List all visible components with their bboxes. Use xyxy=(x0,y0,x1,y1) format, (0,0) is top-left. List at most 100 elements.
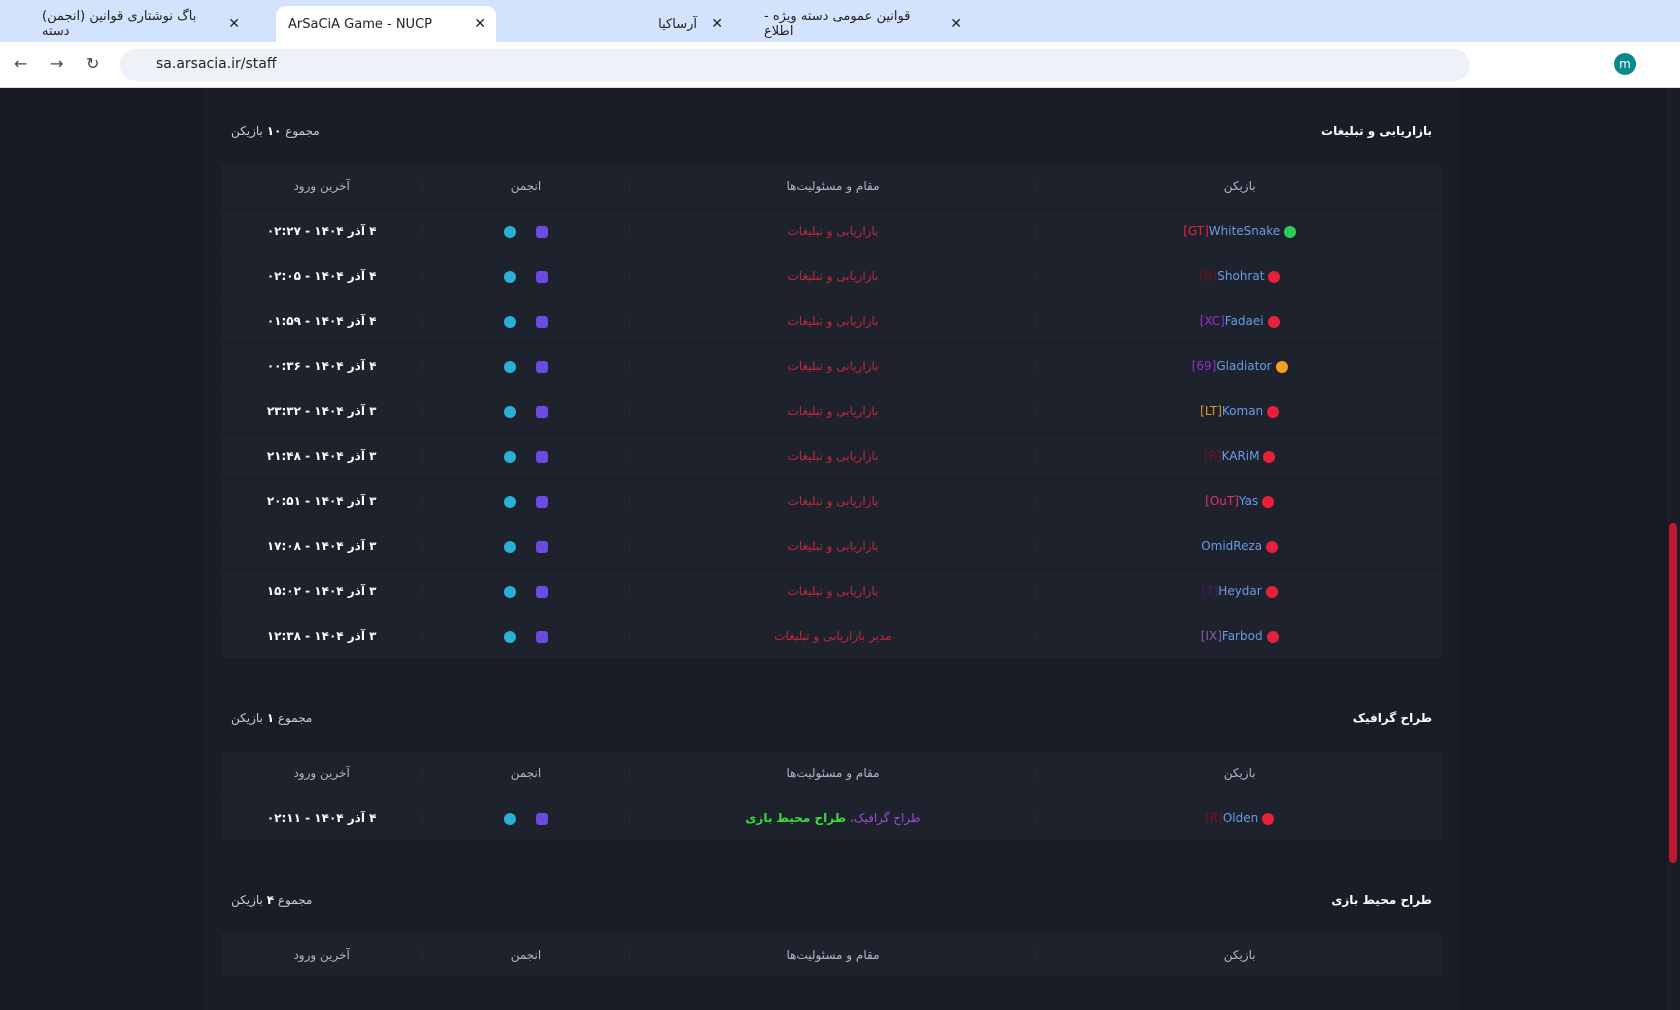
section-header: طراح محیط بازی مجموع ۴ بازیکن xyxy=(203,871,1460,929)
forum-profile-icon[interactable] xyxy=(535,270,548,283)
forum-message-icon[interactable] xyxy=(503,585,516,598)
player-name[interactable]: [T]Heydar xyxy=(1202,584,1262,598)
clan-tag: [IX] xyxy=(1200,629,1222,643)
forum-profile-icon[interactable] xyxy=(535,812,548,825)
tab[interactable]: ArSaCiA Game - NUCP ✕ xyxy=(276,6,496,42)
forum-message-icon[interactable] xyxy=(503,540,516,553)
player-name[interactable]: [R]Olden xyxy=(1205,811,1258,825)
player-cell: [T]Heydar xyxy=(1036,584,1442,598)
player-name[interactable]: [R]KARiM xyxy=(1204,449,1260,463)
tab-close[interactable]: ✕ xyxy=(950,16,962,32)
tab[interactable]: (انجمن) باگ نوشتاری قوانین دسته ✕ xyxy=(30,6,250,42)
forum-profile-icon[interactable] xyxy=(535,540,548,553)
tab-close[interactable]: ✕ xyxy=(228,16,240,32)
tab-strip: (انجمن) باگ نوشتاری قوانین دسته ✕ ArSaCiA … xyxy=(0,0,1680,42)
count-label: مجموع xyxy=(277,711,313,725)
forum-cell xyxy=(422,224,628,238)
tab-title: آرساکیا xyxy=(658,16,697,32)
player-nick: Yas xyxy=(1238,494,1259,508)
forum-profile-icon[interactable] xyxy=(535,360,548,373)
roles-cell: بازاریابی و تبلیغات xyxy=(628,404,1037,418)
tab-close[interactable]: ✕ xyxy=(474,16,486,32)
tab-title: قوانین عمومی دسته ویژه - اطلاع xyxy=(764,9,911,39)
section-header: طراح گرافیک مجموع ۱ بازیکن xyxy=(203,689,1460,747)
header-cell: بازیکن xyxy=(1036,766,1442,780)
player-cell: OmidReza xyxy=(1036,539,1442,553)
player-nick: Koman xyxy=(1221,404,1264,418)
forum-cell xyxy=(422,404,628,418)
count-value: ۱ xyxy=(266,711,275,725)
player-cell: [N]Shohrat xyxy=(1036,269,1442,283)
role: طراح محیط بازی xyxy=(745,811,847,825)
header-cell: بازیکن xyxy=(1036,179,1442,193)
player-name[interactable]: [XC]Fadaei xyxy=(1200,314,1264,328)
profile-avatar[interactable]: m xyxy=(1614,53,1636,75)
roles-cell: طراح گرافیک، طراح محیط بازی xyxy=(628,811,1037,825)
status-dot xyxy=(1265,585,1278,598)
forum-profile-icon[interactable] xyxy=(535,630,548,643)
role: بازاریابی و تبلیغات xyxy=(787,314,879,328)
table-row: [GT]WhiteSnake بازاریابی و تبلیغات ۴ آذر ۱… xyxy=(221,209,1442,254)
forum-message-icon[interactable] xyxy=(503,812,516,825)
forum-message-icon[interactable] xyxy=(503,360,516,373)
role: بازاریابی و تبلیغات xyxy=(787,494,879,508)
forum-profile-icon[interactable] xyxy=(535,225,548,238)
player-name[interactable]: [OuT]Yas xyxy=(1205,494,1258,508)
back-button[interactable]: ← xyxy=(14,54,28,73)
roles-cell: بازاریابی و تبلیغات xyxy=(628,449,1037,463)
last-login: ۴ آذر ۱۴۰۴ - ۰۲:۰۵ xyxy=(266,269,377,283)
role: بازاریابی و تبلیغات xyxy=(787,224,879,238)
count-unit: بازیکن xyxy=(231,711,263,725)
clan-tag: [OuT] xyxy=(1205,494,1239,508)
last-login: ۳ آذر ۱۴۰۴ - ۲۱:۴۸ xyxy=(266,449,377,463)
player-nick: Shohrat xyxy=(1217,269,1265,283)
forum-message-icon[interactable] xyxy=(503,315,516,328)
tab[interactable]: آرساکیا ✕ xyxy=(513,6,733,42)
forum-profile-icon[interactable] xyxy=(535,495,548,508)
roles-cell: مدیر بازاریابی و تبلیغات xyxy=(628,629,1037,643)
forum-profile-icon[interactable] xyxy=(535,405,548,418)
forum-message-icon[interactable] xyxy=(503,630,516,643)
forum-message-icon[interactable] xyxy=(503,495,516,508)
forum-message-icon[interactable] xyxy=(503,405,516,418)
player-name[interactable]: [GT]WhiteSnake xyxy=(1183,224,1280,238)
status-dot xyxy=(1275,360,1288,373)
table-header: بازیکن مقام و مسئولیت‌ها انجمن آخرین ورود xyxy=(221,164,1442,209)
header-cell: بازیکن xyxy=(1036,948,1442,962)
roles-cell: بازاریابی و تبلیغات xyxy=(628,584,1037,598)
player-name[interactable]: OmidReza xyxy=(1201,539,1262,553)
clan-tag: [GT] xyxy=(1183,224,1209,238)
player-name[interactable]: [IX]Farbod xyxy=(1201,629,1263,643)
table-row: [R]KARiM بازاریابی و تبلیغات ۳ آذر ۱۴۰۴ - … xyxy=(221,434,1442,479)
reload-button[interactable]: ↻ xyxy=(86,54,100,73)
forum-message-icon[interactable] xyxy=(503,270,516,283)
section-title: بازاریابی و تبلیغات xyxy=(1321,124,1432,138)
forum-message-icon[interactable] xyxy=(503,225,516,238)
clan-tag: [T] xyxy=(1201,584,1219,598)
forum-cell xyxy=(422,494,628,508)
tab[interactable]: قوانین عمومی دسته ویژه - اطلاع ✕ xyxy=(752,6,972,42)
forum-profile-icon[interactable] xyxy=(535,315,548,328)
header-cell: آخرین ورود xyxy=(293,948,350,962)
role: مدیر بازاریابی و تبلیغات xyxy=(774,629,892,643)
browser-chrome: (انجمن) باگ نوشتاری قوانین دسته ✕ ArSaCiA … xyxy=(0,0,1680,88)
forum-message-icon[interactable] xyxy=(503,450,516,463)
player-nick: Farbod xyxy=(1221,629,1263,643)
forum-profile-icon[interactable] xyxy=(535,450,548,463)
scroll-thumb[interactable] xyxy=(1669,523,1677,863)
status-dot xyxy=(1268,270,1281,283)
count-label: مجموع xyxy=(277,893,313,907)
table-row: [OuT]Yas بازاریابی و تبلیغات ۳ آذر ۱۴۰۴ - … xyxy=(221,479,1442,524)
tab-close[interactable]: ✕ xyxy=(711,16,723,32)
player-nick: Fadaei xyxy=(1224,314,1264,328)
header-cell: مقام و مسئولیت‌ها xyxy=(628,179,1037,193)
address-bar[interactable]: sa.arsacia.ir/staff xyxy=(120,49,1470,81)
forum-profile-icon[interactable] xyxy=(535,585,548,598)
player-name[interactable]: [69]Gladiator xyxy=(1192,359,1272,373)
player-cell: [LT]Koman xyxy=(1036,404,1442,418)
forum-cell xyxy=(422,629,628,643)
forward-button[interactable]: → xyxy=(50,54,64,73)
player-name[interactable]: [LT]Koman xyxy=(1200,404,1263,418)
player-name[interactable]: [N]Shohrat xyxy=(1199,269,1265,283)
role: بازاریابی و تبلیغات xyxy=(787,269,879,283)
